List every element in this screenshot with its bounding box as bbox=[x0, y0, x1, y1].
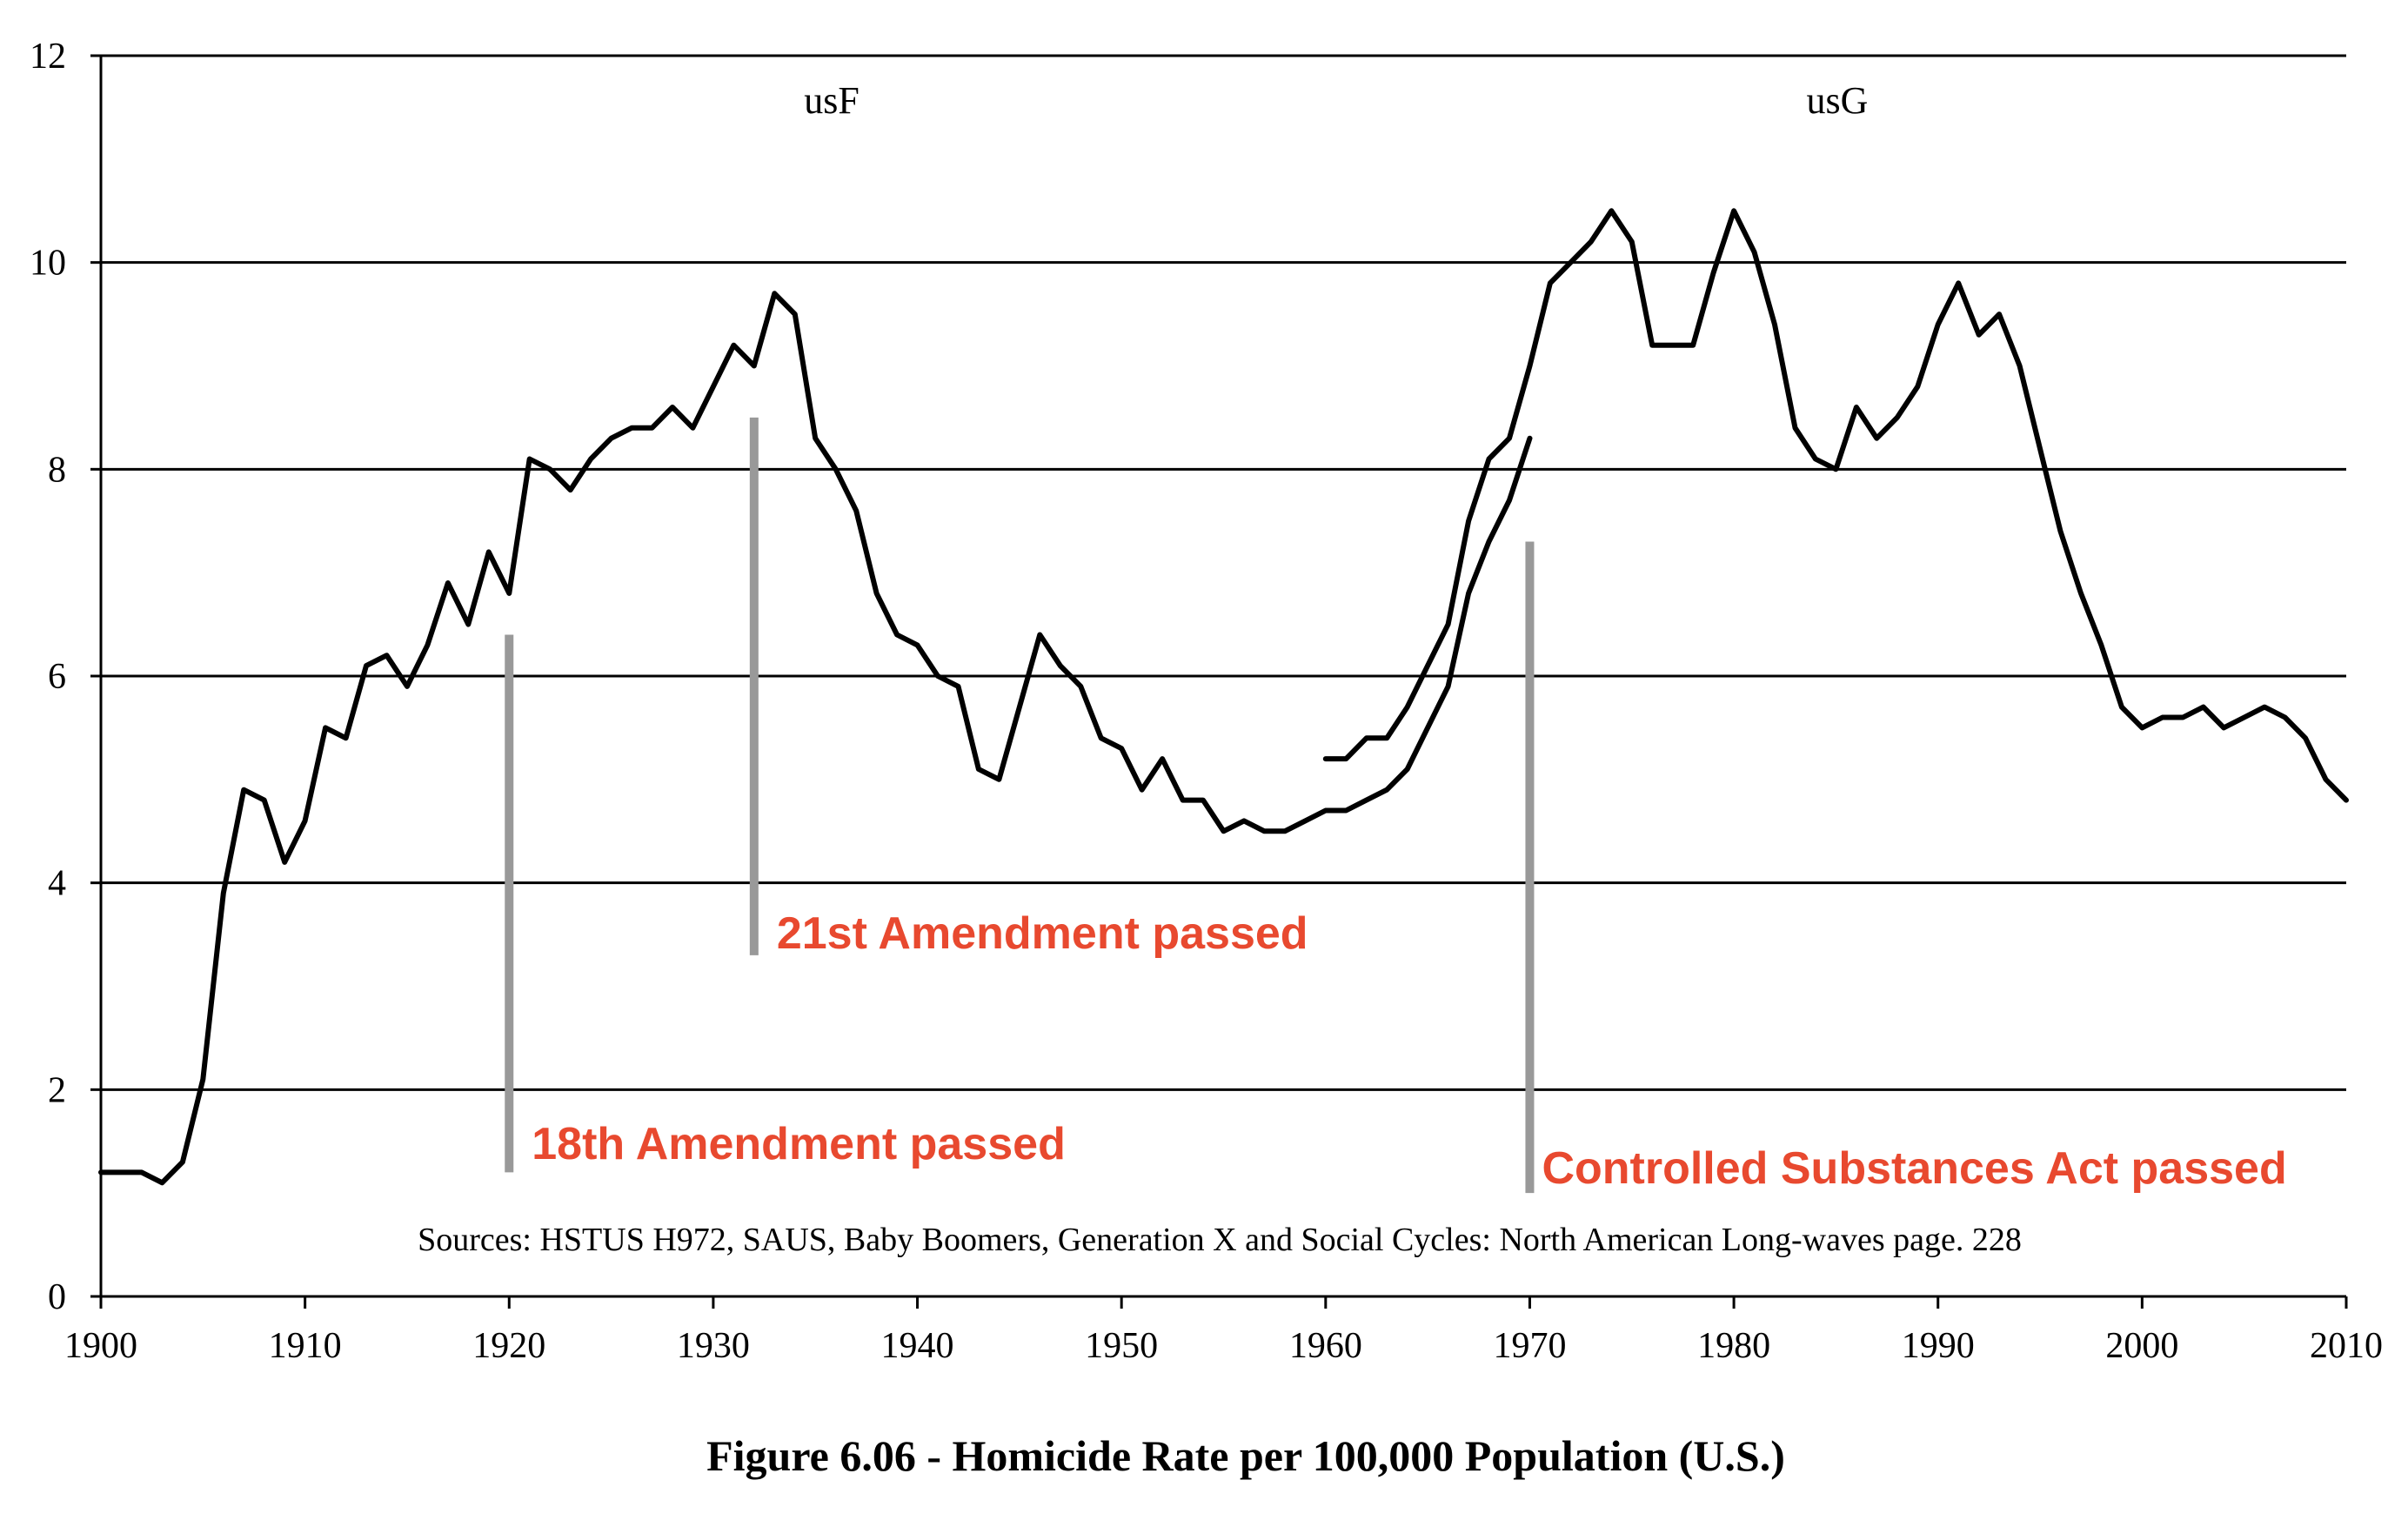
y-tick-label: 12 bbox=[30, 37, 66, 77]
labels: 0 2 4 6 8 10 12 1900 1910 1920 1930 1940 1950 1960 197… bbox=[30, 37, 2383, 1366]
y-tick-label: 4 bbox=[48, 864, 66, 904]
y-tick-label: 6 bbox=[48, 657, 66, 697]
annotation-label: 18th Amendment passed bbox=[532, 1119, 1066, 1169]
series-line-usG bbox=[1322, 208, 2349, 803]
series-label-usG: usG bbox=[1807, 79, 1869, 122]
data-series bbox=[98, 208, 2349, 1186]
event-markers bbox=[505, 417, 1535, 1194]
annotation-label: 21st Amendment passed bbox=[777, 908, 1308, 959]
grid-lines bbox=[101, 54, 2346, 1091]
y-tick-label: 10 bbox=[30, 244, 66, 284]
x-tick-label: 1910 bbox=[269, 1326, 342, 1366]
y-tick-label: 0 bbox=[48, 1277, 66, 1317]
y-tick-label: 2 bbox=[48, 1070, 66, 1110]
annotation-label: Controlled Substances Act passed bbox=[1542, 1143, 2286, 1194]
y-tick-label: 8 bbox=[48, 450, 66, 490]
series-line-usF bbox=[98, 291, 1533, 1186]
axes bbox=[90, 54, 2348, 1309]
figure-caption: Figure 6.06 - Homicide Rate per 100,000 … bbox=[706, 1431, 1785, 1480]
x-tick-label: 2000 bbox=[2105, 1326, 2178, 1366]
x-tick-label: 1960 bbox=[1289, 1326, 1362, 1366]
x-tick-label: 1990 bbox=[1902, 1326, 1975, 1366]
x-tick-label: 1970 bbox=[1493, 1326, 1566, 1366]
x-tick-label: 2010 bbox=[2310, 1326, 2383, 1366]
x-tick-label: 1900 bbox=[64, 1326, 137, 1366]
x-tick-label: 1940 bbox=[881, 1326, 954, 1366]
x-tick-label: 1950 bbox=[1085, 1326, 1158, 1366]
x-tick-label: 1920 bbox=[472, 1326, 545, 1366]
source-note: Sources: HSTUS H972, SAUS, Baby Boomers,… bbox=[418, 1222, 2022, 1258]
series-label-usF: usF bbox=[804, 79, 860, 122]
x-tick-label: 1930 bbox=[677, 1326, 750, 1366]
x-tick-label: 1980 bbox=[1697, 1326, 1770, 1366]
